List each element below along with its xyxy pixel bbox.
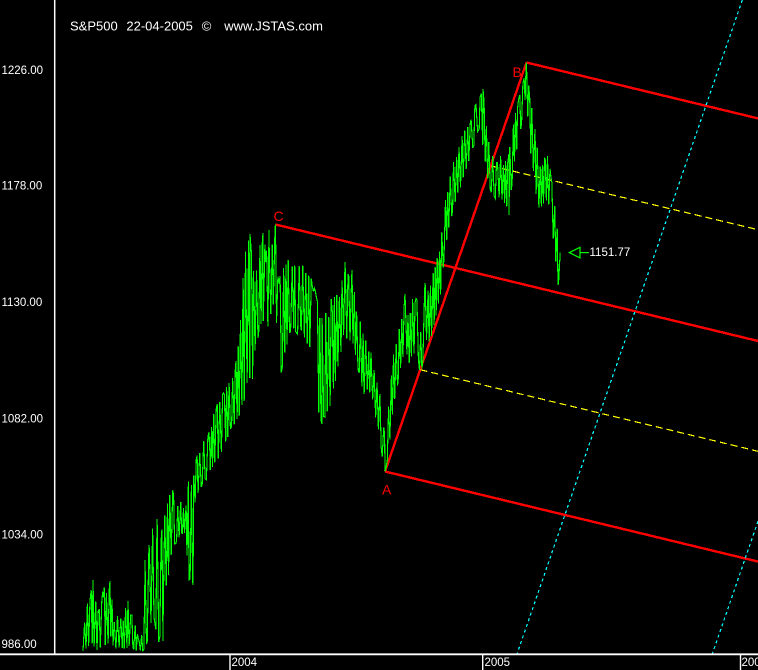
svg-text:1226.00: 1226.00 <box>2 65 44 77</box>
svg-text:C: C <box>274 208 284 224</box>
svg-text:22-04-2005: 22-04-2005 <box>126 19 192 34</box>
svg-text:S&P500: S&P500 <box>70 19 118 34</box>
svg-text:1130.00: 1130.00 <box>2 297 43 309</box>
svg-text:1178.00: 1178.00 <box>2 181 43 193</box>
svg-text:1082.00: 1082.00 <box>2 414 44 426</box>
svg-text:2006: 2006 <box>742 657 758 669</box>
svg-text:1034.00: 1034.00 <box>2 530 44 542</box>
svg-text:A: A <box>382 482 392 498</box>
svg-text:1151.77: 1151.77 <box>590 247 631 259</box>
svg-text:B: B <box>513 64 522 80</box>
svg-text:986.00: 986.00 <box>2 639 37 651</box>
svg-text:2005: 2005 <box>485 657 511 669</box>
svg-text:©: © <box>202 19 212 34</box>
svg-text:www.JSTAS.com: www.JSTAS.com <box>223 19 323 34</box>
svg-text:2004: 2004 <box>232 657 258 669</box>
